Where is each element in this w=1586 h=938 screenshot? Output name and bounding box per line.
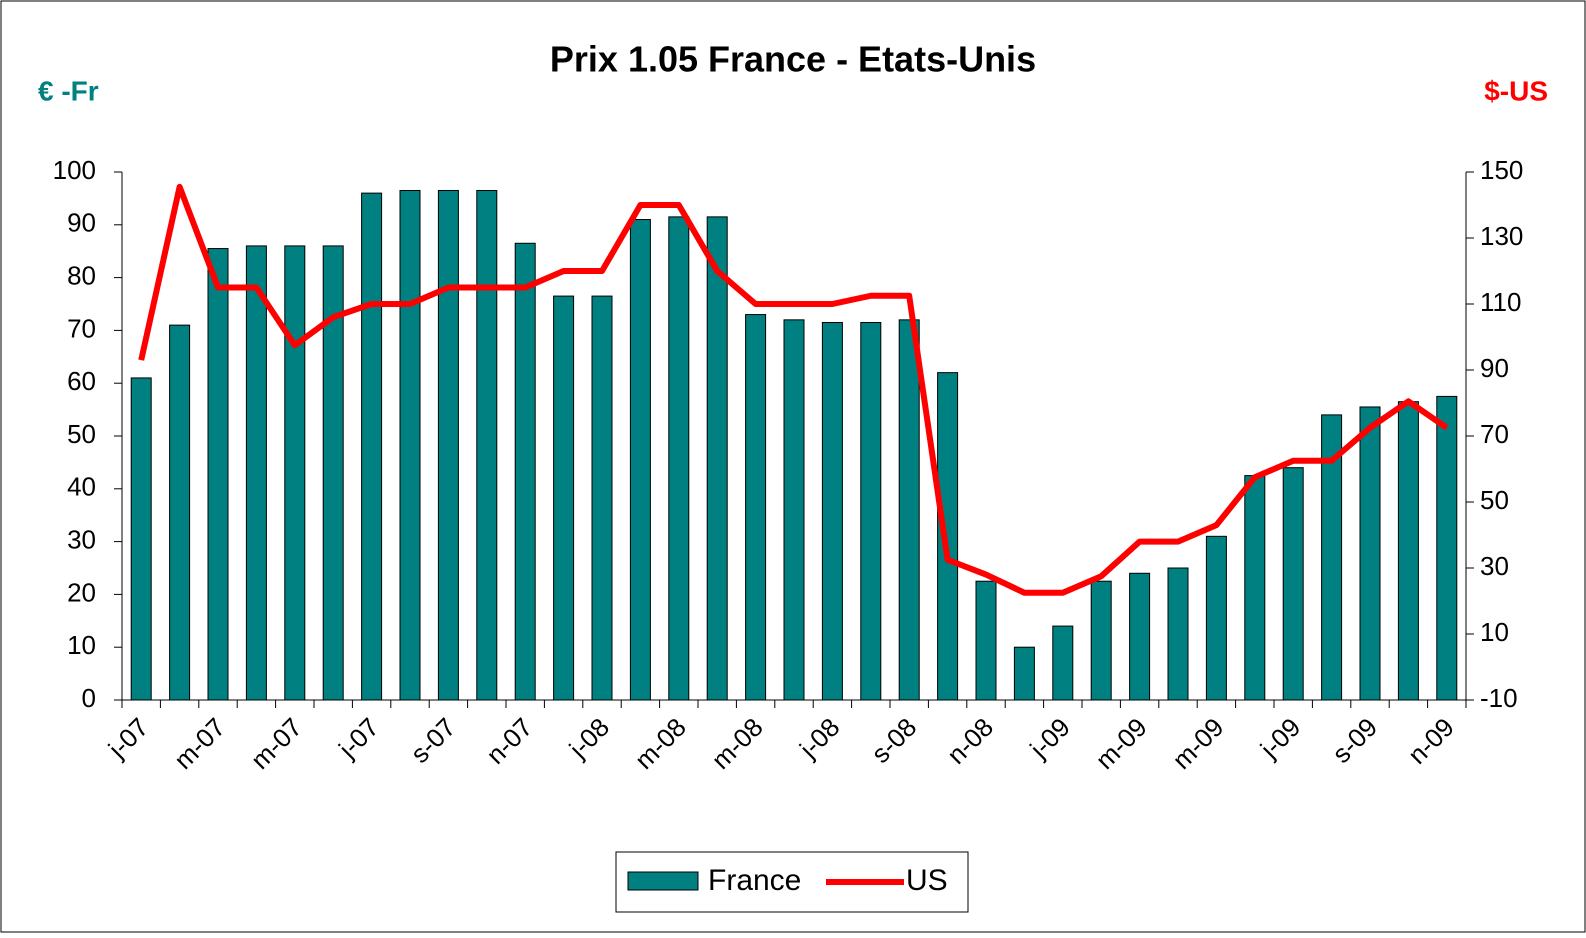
y2-tick-label: 90 xyxy=(1480,353,1509,383)
y2-tick-label: 110 xyxy=(1480,287,1521,317)
bar xyxy=(821,321,843,701)
bar xyxy=(1244,475,1266,701)
bar xyxy=(476,189,498,701)
y2-tick-label: 50 xyxy=(1480,485,1509,515)
y2-tick-label: 130 xyxy=(1480,221,1523,251)
y-tick-label: 80 xyxy=(67,260,96,290)
line xyxy=(138,183,1449,596)
y2-tick-label: 70 xyxy=(1480,419,1509,449)
chart-title: Prix 1.05 France - Etats-Unis xyxy=(550,39,1036,80)
y-tick-label: 100 xyxy=(53,155,96,185)
legend-label: France xyxy=(708,864,801,897)
y2-tick-label: -10 xyxy=(1480,683,1518,713)
y2-tick-label: 150 xyxy=(1480,155,1523,185)
bar xyxy=(975,580,997,701)
y-axis-label: € -Fr xyxy=(38,75,99,106)
y-tick-label: 50 xyxy=(67,419,96,449)
legend-swatch xyxy=(627,871,699,891)
y-tick-label: 70 xyxy=(67,313,96,343)
bar xyxy=(284,245,306,701)
bar xyxy=(668,216,690,701)
bar xyxy=(629,219,651,701)
bar xyxy=(1013,646,1035,701)
bar xyxy=(745,314,767,701)
bar xyxy=(1090,580,1112,701)
bar xyxy=(937,372,959,701)
bar xyxy=(245,245,267,701)
y-tick-label: 60 xyxy=(67,366,96,396)
legend-label: US xyxy=(906,864,948,897)
bar xyxy=(1167,567,1189,701)
bar xyxy=(860,321,882,701)
y2-tick-label: 30 xyxy=(1480,551,1509,581)
bar xyxy=(1436,395,1458,701)
bar xyxy=(553,295,575,701)
bar xyxy=(361,192,383,701)
y-tick-label: 10 xyxy=(67,630,96,660)
y2-axis-label: $-US xyxy=(1484,75,1548,106)
bar xyxy=(1205,535,1227,701)
y-tick-label: 40 xyxy=(67,472,96,502)
bar xyxy=(514,242,536,701)
bar xyxy=(1282,467,1304,701)
bar xyxy=(1359,406,1381,701)
bar xyxy=(783,319,805,701)
bar xyxy=(1052,625,1074,701)
y-tick-label: 20 xyxy=(67,577,96,607)
bar xyxy=(591,295,613,701)
bar xyxy=(898,319,920,701)
bar xyxy=(706,216,728,701)
bar xyxy=(1129,572,1151,701)
y-tick-label: 90 xyxy=(67,208,96,238)
bar xyxy=(437,189,459,701)
bar xyxy=(130,377,152,701)
bar xyxy=(207,248,229,701)
y-tick-label: 0 xyxy=(82,683,96,713)
bar xyxy=(169,324,191,701)
y-tick-label: 30 xyxy=(67,524,96,554)
y2-tick-label: 10 xyxy=(1480,617,1509,647)
bar xyxy=(399,189,421,701)
bar xyxy=(1397,401,1419,701)
